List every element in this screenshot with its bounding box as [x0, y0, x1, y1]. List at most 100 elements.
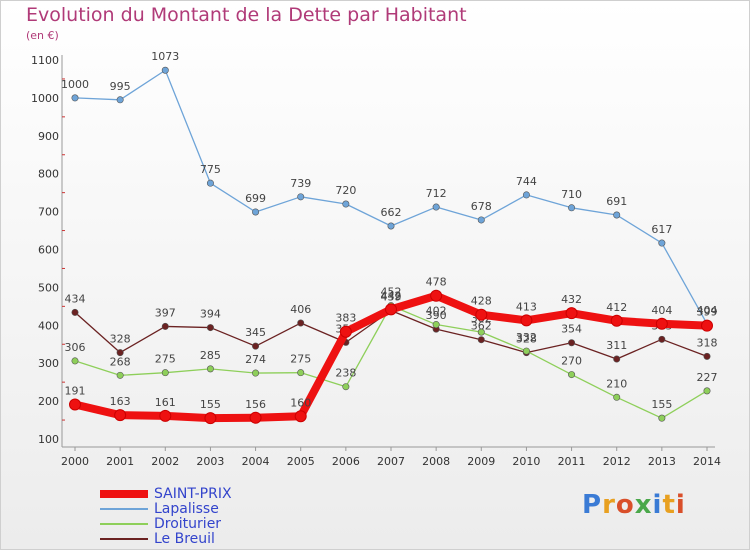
- data-point: [297, 193, 305, 201]
- x-tick-label: 2002: [151, 455, 179, 468]
- data-label: 311: [606, 339, 627, 352]
- data-point: [613, 355, 621, 363]
- data-label: 275: [155, 353, 176, 366]
- data-label: 318: [697, 336, 718, 349]
- y-tick-label: 800: [38, 168, 59, 181]
- x-tick-label: 2007: [377, 455, 405, 468]
- data-point: [658, 239, 666, 247]
- legend-label: SAINT-PRIX: [154, 486, 232, 502]
- data-point: [655, 317, 668, 330]
- legend-swatch: [100, 523, 148, 525]
- data-label: 404: [651, 304, 672, 317]
- data-label: 432: [561, 293, 582, 306]
- data-label: 720: [335, 184, 356, 197]
- legend-label: Le Breuil: [154, 531, 215, 547]
- data-label: 362: [471, 320, 492, 333]
- x-tick-label: 2001: [106, 455, 134, 468]
- data-point: [432, 203, 440, 211]
- x-tick-label: 2006: [332, 455, 360, 468]
- legend-swatch: [100, 508, 148, 510]
- data-label: 739: [290, 177, 311, 190]
- data-point: [477, 336, 485, 344]
- data-label: 345: [245, 326, 266, 339]
- data-point: [477, 328, 485, 336]
- data-point: [610, 314, 623, 327]
- data-point: [613, 393, 621, 401]
- data-point: [206, 324, 214, 332]
- data-label: 428: [471, 295, 492, 308]
- data-point: [342, 383, 350, 391]
- data-point: [430, 289, 443, 302]
- data-label: 354: [561, 323, 582, 336]
- data-label: 160: [290, 396, 311, 409]
- x-tick-label: 2005: [287, 455, 315, 468]
- data-point: [159, 409, 172, 422]
- data-point: [432, 321, 440, 329]
- data-label: 617: [651, 223, 672, 236]
- data-label: 406: [290, 303, 311, 316]
- legend-label: Droiturier: [154, 516, 222, 532]
- data-point: [252, 208, 260, 216]
- data-label: 775: [200, 163, 221, 176]
- proxiti-logo: Proxiti: [582, 490, 686, 520]
- x-tick-label: 2008: [422, 455, 450, 468]
- y-tick-label: 500: [38, 281, 59, 294]
- x-tick-label: 2000: [61, 455, 89, 468]
- data-point: [252, 369, 260, 377]
- data-point: [568, 371, 576, 379]
- y-tick-label: 1100: [31, 54, 59, 67]
- data-point: [701, 319, 713, 332]
- data-label: 478: [426, 276, 447, 289]
- data-label: 413: [516, 300, 537, 313]
- data-point: [565, 307, 578, 320]
- data-point: [658, 335, 666, 343]
- x-tick-label: 2011: [558, 455, 586, 468]
- data-label: 390: [426, 309, 447, 322]
- data-point: [342, 200, 350, 208]
- data-label: 191: [65, 385, 86, 398]
- y-tick-label: 900: [38, 130, 59, 143]
- data-label: 678: [471, 200, 492, 213]
- data-point: [71, 308, 79, 316]
- data-point: [161, 322, 169, 330]
- data-point: [387, 222, 395, 230]
- data-point: [297, 369, 305, 377]
- data-label: 744: [516, 175, 537, 188]
- data-label: 210: [606, 377, 627, 390]
- data-label: 238: [335, 367, 356, 380]
- data-point: [385, 303, 397, 316]
- data-point: [475, 308, 488, 321]
- data-label: 404: [697, 304, 718, 317]
- data-label: 155: [651, 398, 672, 411]
- chart-unit-label: (en €): [26, 29, 59, 42]
- data-point: [116, 349, 124, 357]
- data-point: [703, 387, 711, 395]
- data-label: 163: [110, 395, 131, 408]
- data-point: [522, 347, 530, 355]
- data-label: 1000: [61, 78, 89, 91]
- data-label: 328: [516, 333, 537, 346]
- data-point: [339, 325, 352, 338]
- data-point: [206, 365, 214, 373]
- data-point: [249, 411, 262, 424]
- data-point: [71, 357, 79, 365]
- data-point: [294, 410, 307, 423]
- data-label: 691: [606, 195, 627, 208]
- data-point: [116, 96, 124, 104]
- data-label: 383: [335, 312, 356, 325]
- data-label: 710: [561, 188, 582, 201]
- data-point: [161, 369, 169, 377]
- data-label: 306: [65, 341, 86, 354]
- y-tick-label: 300: [38, 357, 59, 370]
- data-label: 662: [381, 206, 402, 219]
- data-label: 268: [110, 355, 131, 368]
- x-tick-label: 2013: [648, 455, 676, 468]
- data-label: 332: [516, 331, 537, 344]
- data-label: 285: [200, 349, 221, 362]
- chart-title: Evolution du Montant de la Dette par Hab…: [26, 4, 467, 26]
- data-label: 995: [110, 80, 131, 93]
- data-label: 412: [606, 301, 627, 314]
- y-tick-label: 400: [38, 319, 59, 332]
- data-label: 161: [155, 396, 176, 409]
- legend-label: Lapalisse: [154, 501, 219, 517]
